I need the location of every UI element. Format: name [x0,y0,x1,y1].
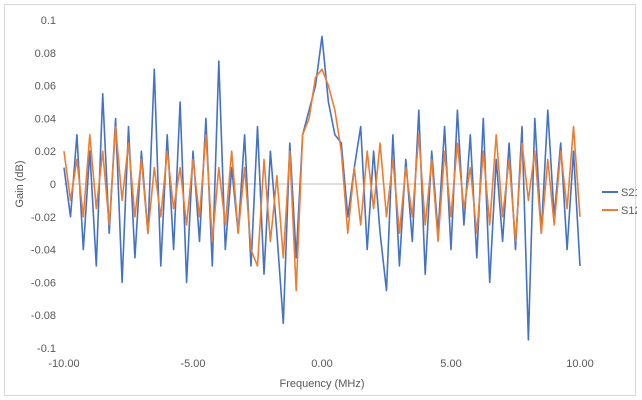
x-tick-label: -10.00 [48,358,79,370]
y-tick-label: -0.06 [31,277,56,289]
x-tick-label: 0.00 [311,358,332,370]
y-axis-title: Gain (dB) [14,160,26,207]
y-tick-label: 0.06 [35,81,56,93]
y-tick-label: 0 [50,179,56,191]
y-tick-label: -0.04 [31,245,56,257]
legend-label-s21: S21 [621,187,637,199]
x-tick-label: -5.00 [180,358,205,370]
chart-svg: -0.1 -0.08 -0.06 -0.04 -0.02 0 0.02 0.04 0.06 0.0… [14,15,637,390]
legend-label-s12: S12 [621,205,637,217]
x-tick-label: 10.00 [566,358,594,370]
y-tick-label: 0.02 [35,146,56,158]
x-tick-label: 5.00 [440,358,461,370]
y-tick-label: 0.04 [35,113,56,125]
y-tick-label: 0.08 [35,48,56,60]
y-tick-label: 0.1 [41,15,56,27]
chart-area: -0.1 -0.08 -0.06 -0.04 -0.02 0 0.02 0.04 0.06 0.0… [4,4,637,396]
y-tick-label: -0.1 [37,343,56,355]
y-tick-label: -0.02 [31,212,56,224]
y-tick-label: -0.08 [31,310,56,322]
series-line-s21 [63,35,581,341]
series-line-s12 [63,68,581,292]
x-axis-title: Frequency (MHz) [280,378,365,390]
